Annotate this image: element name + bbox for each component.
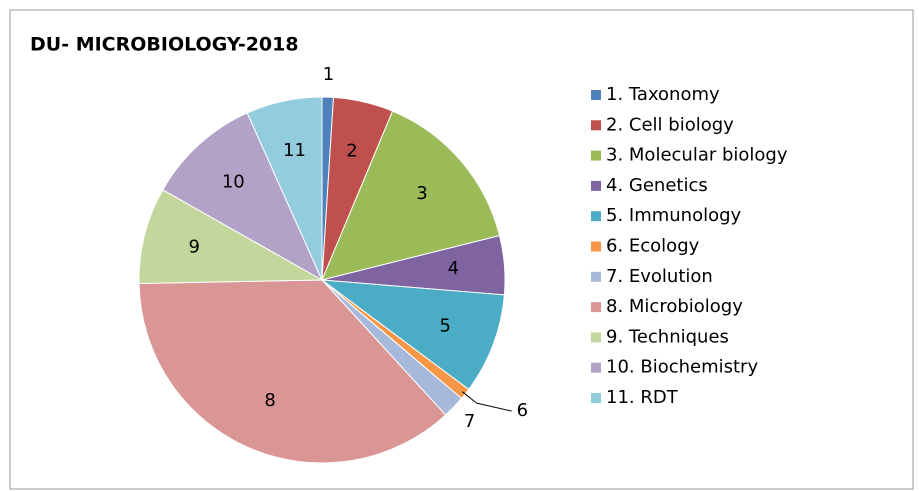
pie-slice bbox=[138, 189, 324, 284]
legend-swatch bbox=[591, 393, 601, 403]
slice-label: 9 bbox=[189, 237, 200, 258]
legend-swatch bbox=[591, 332, 601, 343]
legend-text: 7. Evolution bbox=[606, 266, 713, 287]
legend-text: 2. Cell biology bbox=[606, 114, 734, 135]
legend-swatch bbox=[591, 241, 601, 252]
slice-label: 5 bbox=[440, 316, 451, 337]
legend-text: 1. Taxonomy bbox=[606, 84, 720, 105]
slice-label: 6 bbox=[517, 400, 528, 421]
slice-label: 2 bbox=[346, 141, 357, 162]
legend-text: 4. Genetics bbox=[606, 175, 708, 196]
pie-slice bbox=[320, 279, 505, 391]
slice-label: 3 bbox=[416, 183, 427, 204]
legend-swatch bbox=[591, 271, 601, 282]
leader-line bbox=[476, 402, 512, 412]
legend-text: 11. RDT bbox=[606, 387, 679, 408]
legend-swatch bbox=[591, 211, 601, 222]
slice-label: 8 bbox=[264, 390, 275, 411]
slice-label: 7 bbox=[464, 411, 475, 432]
legend-swatch bbox=[591, 150, 601, 161]
legend-swatch bbox=[591, 120, 601, 131]
slice-label: 10 bbox=[222, 172, 245, 193]
legend-swatch bbox=[591, 362, 601, 373]
pie-slice bbox=[162, 112, 324, 282]
legend-text: 9. Techniques bbox=[606, 326, 729, 347]
slice-label: 1 bbox=[323, 64, 334, 85]
leader-line bbox=[462, 391, 477, 404]
legend-text: 8. Microbiology bbox=[606, 296, 743, 317]
legend-text: 5. Immunology bbox=[606, 205, 742, 226]
slice-label: 4 bbox=[448, 258, 459, 279]
slice-label: 11 bbox=[283, 140, 306, 161]
pie-slice bbox=[321, 110, 501, 281]
chart-title: DU- MICROBIOLOGY-2018 bbox=[30, 34, 299, 56]
pie-slice bbox=[138, 279, 447, 464]
pie-slice bbox=[246, 96, 323, 281]
legend-swatch bbox=[591, 302, 601, 313]
legend-swatch bbox=[591, 90, 601, 100]
legend-text: 6. Ecology bbox=[606, 236, 700, 257]
legend-text: 10. Biochemistry bbox=[606, 357, 758, 378]
legend-swatch bbox=[591, 180, 601, 191]
legend-text: 3. Molecular biology bbox=[606, 145, 788, 166]
